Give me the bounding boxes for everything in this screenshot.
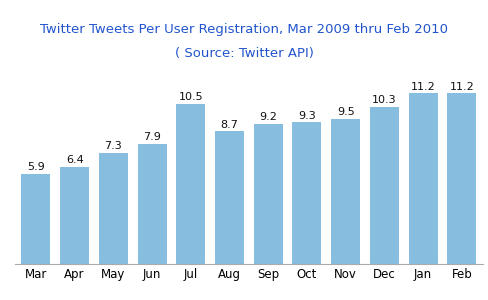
Bar bbox=[99, 153, 128, 264]
Text: 5.9: 5.9 bbox=[27, 162, 45, 172]
Bar bbox=[254, 124, 283, 264]
Bar bbox=[331, 119, 360, 264]
Bar bbox=[292, 122, 322, 264]
Bar bbox=[215, 131, 244, 264]
Bar bbox=[447, 93, 476, 264]
Text: 11.2: 11.2 bbox=[449, 82, 474, 92]
Text: 7.3: 7.3 bbox=[104, 141, 122, 151]
Text: Twitter Tweets Per User Registration, Mar 2009 thru Feb 2010: Twitter Tweets Per User Registration, Ma… bbox=[40, 23, 448, 36]
Bar bbox=[138, 144, 166, 264]
Text: 6.4: 6.4 bbox=[66, 155, 83, 165]
Bar bbox=[60, 167, 89, 264]
Text: ( Source: Twitter API): ( Source: Twitter API) bbox=[175, 47, 313, 60]
Bar bbox=[408, 93, 438, 264]
Text: 9.3: 9.3 bbox=[298, 110, 316, 121]
Text: 7.9: 7.9 bbox=[143, 132, 161, 142]
Bar bbox=[176, 104, 205, 264]
Bar bbox=[21, 174, 50, 264]
Text: 10.5: 10.5 bbox=[179, 92, 203, 102]
Text: 9.5: 9.5 bbox=[337, 107, 355, 118]
Text: 10.3: 10.3 bbox=[372, 95, 397, 105]
Text: 11.2: 11.2 bbox=[411, 82, 435, 92]
Text: 9.2: 9.2 bbox=[259, 112, 277, 122]
Bar bbox=[370, 107, 399, 264]
Text: 8.7: 8.7 bbox=[221, 120, 239, 130]
